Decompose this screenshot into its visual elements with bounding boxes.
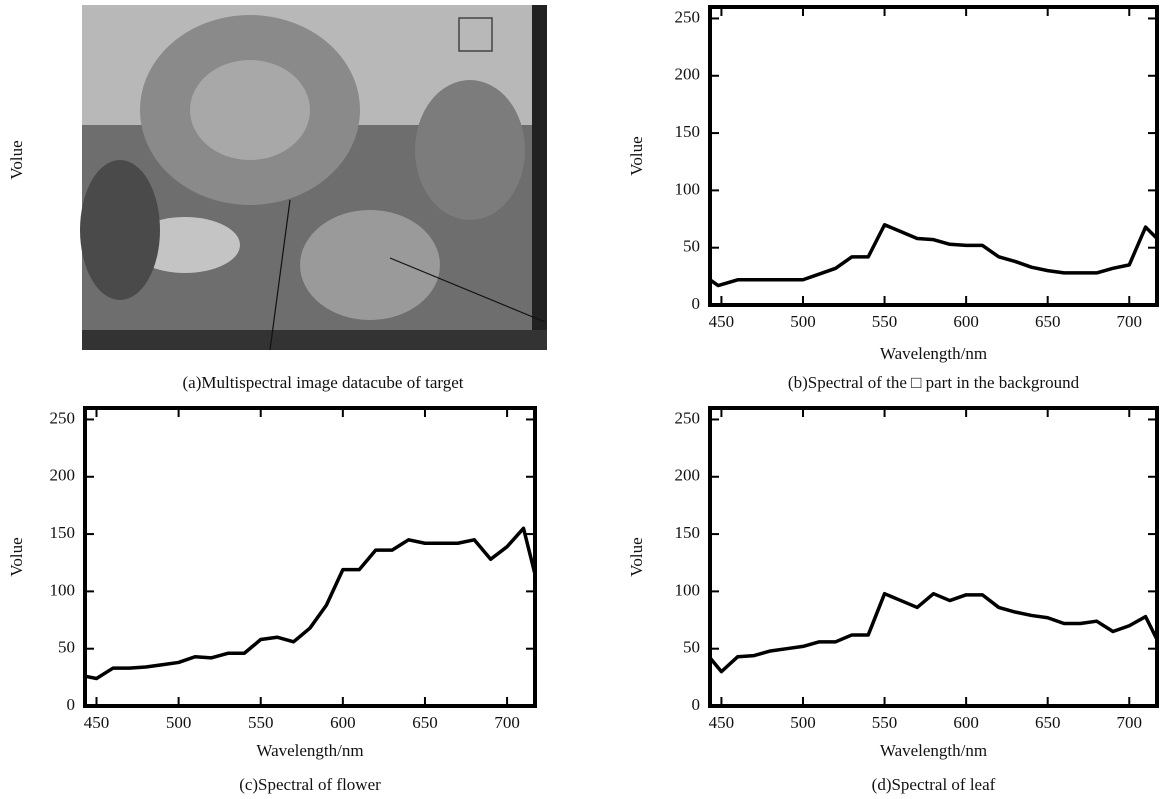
x-tick-label: 450 [709, 713, 735, 732]
photo-leaf [415, 80, 525, 220]
x-tick-label: 450 [84, 713, 110, 732]
photo-cube-bottom [82, 330, 547, 350]
x-tick-label: 600 [330, 713, 356, 732]
x-axis-label: Wavelength/nm [880, 741, 987, 760]
y-tick-label: 150 [675, 122, 701, 141]
plot-frame [708, 406, 1159, 708]
y-tick-label: 250 [675, 408, 701, 427]
y-tick-label: 100 [675, 580, 701, 599]
caption: (b)Spectral of the □ part in the backgro… [788, 373, 1080, 392]
photo-cube-side [532, 5, 547, 350]
x-axis-label: Wavelength/nm [880, 344, 987, 363]
y-axis-label: Volue [627, 136, 646, 175]
x-tick-label: 500 [166, 713, 192, 732]
y-axis-label: Volue [7, 537, 26, 576]
y-tick-label: 0 [67, 695, 76, 714]
caption: (a)Multispectral image datacube of targe… [182, 373, 463, 392]
x-tick-label: 700 [1117, 713, 1143, 732]
x-tick-label: 550 [872, 713, 898, 732]
data-line [708, 223, 1159, 288]
photo-pointer [389, 257, 546, 323]
y-tick-label: 100 [675, 179, 701, 198]
y-tick-label: 200 [675, 65, 701, 84]
x-tick-label: 550 [248, 713, 274, 732]
x-tick-label: 450 [709, 312, 735, 331]
y-tick-label: 200 [50, 466, 76, 485]
y-tick-label: 250 [50, 408, 76, 427]
y-tick-label: 250 [675, 7, 701, 26]
x-tick-label: 700 [494, 713, 520, 732]
caption: (c)Spectral of flower [239, 775, 381, 794]
photo-flower-center [190, 60, 310, 160]
photo-pointer [269, 199, 291, 351]
x-tick-label: 650 [1035, 713, 1061, 732]
y-tick-label: 150 [50, 523, 76, 542]
x-tick-label: 600 [953, 713, 979, 732]
x-tick-label: 700 [1117, 312, 1143, 331]
x-tick-label: 500 [790, 312, 816, 331]
y-tick-label: 50 [683, 638, 700, 657]
x-axis-label: Wavelength/nm [256, 741, 363, 760]
plot-frame [708, 5, 1159, 307]
photo [80, 5, 547, 351]
y-axis-label: Volue [627, 537, 646, 576]
y-axis-label: Volue [7, 140, 26, 179]
caption: (d)Spectral of leaf [872, 775, 996, 794]
x-tick-label: 500 [790, 713, 816, 732]
y-tick-label: 50 [683, 237, 700, 256]
plot-frame [83, 406, 537, 708]
x-tick-label: 650 [412, 713, 438, 732]
data-line [708, 591, 1159, 674]
y-tick-label: 150 [675, 523, 701, 542]
photo-leaf [80, 160, 160, 300]
x-tick-label: 650 [1035, 312, 1061, 331]
x-tick-label: 550 [872, 312, 898, 331]
y-tick-label: 50 [58, 638, 75, 657]
photo-marker [458, 17, 493, 52]
data-line [84, 526, 537, 681]
y-tick-label: 200 [675, 466, 701, 485]
y-tick-label: 100 [50, 580, 76, 599]
y-tick-label: 0 [692, 294, 701, 313]
photo-leaf [300, 210, 440, 320]
y-tick-label: 0 [692, 695, 701, 714]
x-tick-label: 600 [953, 312, 979, 331]
